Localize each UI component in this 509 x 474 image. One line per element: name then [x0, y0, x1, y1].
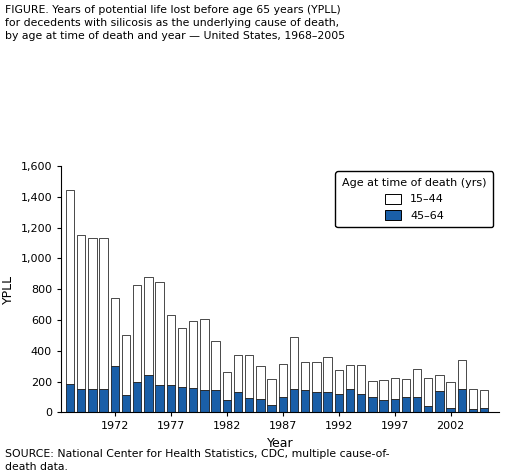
Bar — [446, 382, 455, 408]
Bar — [88, 238, 97, 389]
Bar — [189, 321, 197, 388]
Bar — [413, 369, 421, 397]
Bar — [99, 389, 108, 412]
Bar — [178, 328, 186, 387]
Bar — [278, 397, 287, 412]
Bar — [133, 284, 142, 382]
Bar — [290, 389, 298, 412]
Bar — [379, 380, 388, 400]
Bar — [435, 375, 444, 391]
Bar — [178, 387, 186, 412]
Bar — [424, 378, 433, 406]
Bar — [334, 370, 343, 394]
Bar — [334, 394, 343, 412]
Bar — [133, 382, 142, 412]
Bar — [211, 390, 220, 412]
Bar — [480, 408, 489, 412]
Bar — [166, 385, 175, 412]
Bar — [301, 390, 309, 412]
Y-axis label: YPLL: YPLL — [2, 274, 15, 304]
Bar — [200, 390, 209, 412]
Bar — [390, 378, 399, 399]
Bar — [323, 357, 332, 392]
Bar — [435, 391, 444, 412]
Bar — [346, 365, 354, 389]
Bar — [323, 392, 332, 412]
Bar — [222, 400, 231, 412]
Bar — [267, 379, 276, 405]
Bar — [189, 388, 197, 412]
Bar — [290, 337, 298, 389]
Bar — [234, 392, 242, 412]
Bar — [402, 397, 410, 412]
Bar — [110, 366, 119, 412]
Bar — [155, 282, 164, 385]
Bar — [458, 389, 466, 412]
Bar — [368, 397, 377, 412]
Bar — [110, 299, 119, 366]
Bar — [211, 341, 220, 390]
Bar — [357, 394, 365, 412]
Bar — [446, 408, 455, 412]
Bar — [245, 398, 253, 412]
Bar — [390, 399, 399, 412]
Bar — [267, 405, 276, 412]
Bar — [469, 389, 477, 409]
Bar — [402, 379, 410, 397]
Bar — [256, 399, 265, 412]
Bar — [357, 365, 365, 394]
Bar — [469, 409, 477, 412]
Bar — [234, 356, 242, 392]
Bar — [88, 389, 97, 412]
Bar — [346, 389, 354, 412]
Bar — [144, 277, 153, 375]
Bar — [245, 355, 253, 398]
Bar — [66, 384, 74, 412]
X-axis label: Year: Year — [267, 437, 293, 450]
Bar — [278, 364, 287, 397]
Legend: 15–44, 45–64: 15–44, 45–64 — [335, 172, 493, 228]
Bar — [166, 315, 175, 385]
Bar — [122, 335, 130, 395]
Bar — [458, 360, 466, 389]
Bar — [480, 390, 489, 408]
Bar — [77, 235, 86, 389]
Text: FIGURE. Years of potential life lost before age 65 years (YPLL)
for decedents wi: FIGURE. Years of potential life lost bef… — [5, 5, 345, 41]
Bar — [200, 319, 209, 390]
Bar — [256, 366, 265, 399]
Bar — [301, 362, 309, 390]
Bar — [155, 385, 164, 412]
Bar — [122, 395, 130, 412]
Bar — [312, 392, 321, 412]
Bar — [379, 400, 388, 412]
Bar — [77, 389, 86, 412]
Bar — [312, 362, 321, 392]
Bar — [413, 397, 421, 412]
Bar — [66, 190, 74, 384]
Bar — [144, 375, 153, 412]
Bar — [424, 406, 433, 412]
Text: SOURCE: National Center for Health Statistics, CDC, multiple cause-of-
death dat: SOURCE: National Center for Health Stati… — [5, 449, 389, 472]
Bar — [99, 237, 108, 389]
Bar — [222, 372, 231, 400]
Bar — [368, 381, 377, 397]
